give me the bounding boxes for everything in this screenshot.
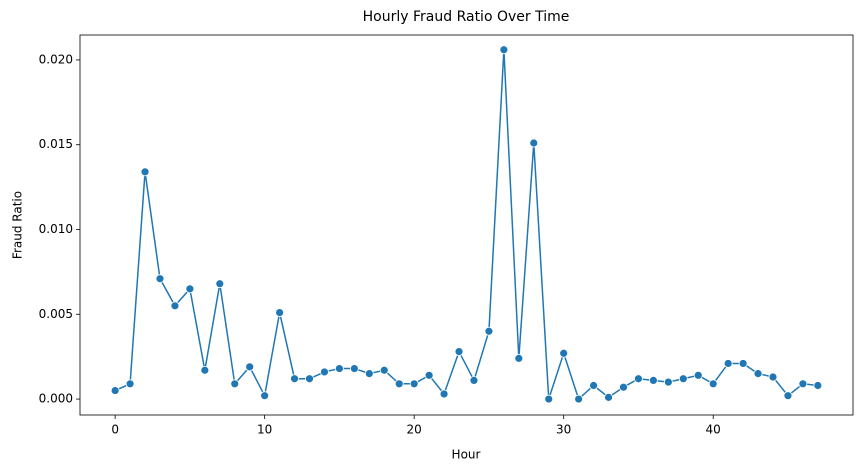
data-point [693, 370, 703, 380]
data-point [589, 381, 598, 390]
data-point [245, 362, 255, 372]
data-point [290, 374, 299, 384]
data-point [424, 370, 434, 380]
data-point [200, 365, 210, 375]
y-tick-label: 0.005 [39, 307, 73, 321]
data-point [768, 372, 778, 382]
data-point [544, 394, 554, 404]
x-axis-label: Hour [452, 448, 481, 462]
data-point [454, 347, 464, 356]
data-point [364, 369, 374, 379]
data-point [335, 364, 344, 373]
data-point [648, 376, 658, 385]
data-point [394, 379, 404, 389]
data-point [708, 379, 718, 389]
data-point [409, 379, 419, 389]
data-point [499, 45, 509, 55]
data-point [155, 274, 165, 284]
data-point [469, 376, 479, 385]
data-point [379, 365, 389, 375]
data-point [604, 392, 613, 402]
data-point [230, 379, 240, 389]
data-point [484, 326, 494, 336]
series-line [114, 49, 818, 401]
data-point [723, 359, 733, 368]
data-point [110, 386, 120, 395]
x-tick-label: 20 [407, 423, 422, 437]
y-tick-label: 0.000 [39, 392, 73, 406]
data-point [185, 284, 195, 294]
data-point [753, 369, 763, 379]
data-point [678, 374, 688, 384]
data-point [349, 364, 359, 373]
data-point [619, 382, 628, 392]
x-tick-label: 0 [111, 423, 119, 437]
data-point [215, 279, 225, 289]
data-point [663, 377, 673, 387]
plot-frame [79, 34, 854, 416]
data-point [559, 348, 569, 358]
y-tick-label: 0.020 [39, 52, 73, 66]
y-tick-label: 0.015 [39, 137, 73, 151]
data-point [634, 374, 643, 384]
data-point [798, 379, 808, 389]
data-point [305, 374, 314, 384]
x-tick-label: 40 [706, 423, 721, 437]
data-point [275, 308, 285, 317]
x-tick-label: 30 [556, 423, 571, 437]
data-point [813, 381, 823, 390]
x-tick-label: 10 [257, 423, 272, 437]
data-point [514, 353, 524, 363]
data-point [439, 389, 449, 399]
chart-title: Hourly Fraud Ratio Over Time [363, 9, 570, 25]
data-point [260, 391, 270, 401]
y-tick-label: 0.010 [39, 222, 73, 236]
data-point [140, 167, 150, 177]
data-point [783, 391, 793, 401]
data-point [574, 394, 584, 404]
data-point [529, 138, 539, 148]
y-axis-label: Fraud Ratio [11, 191, 25, 259]
data-point [125, 379, 135, 389]
data-point [738, 359, 748, 368]
data-point [170, 301, 180, 311]
data-point [320, 367, 329, 377]
